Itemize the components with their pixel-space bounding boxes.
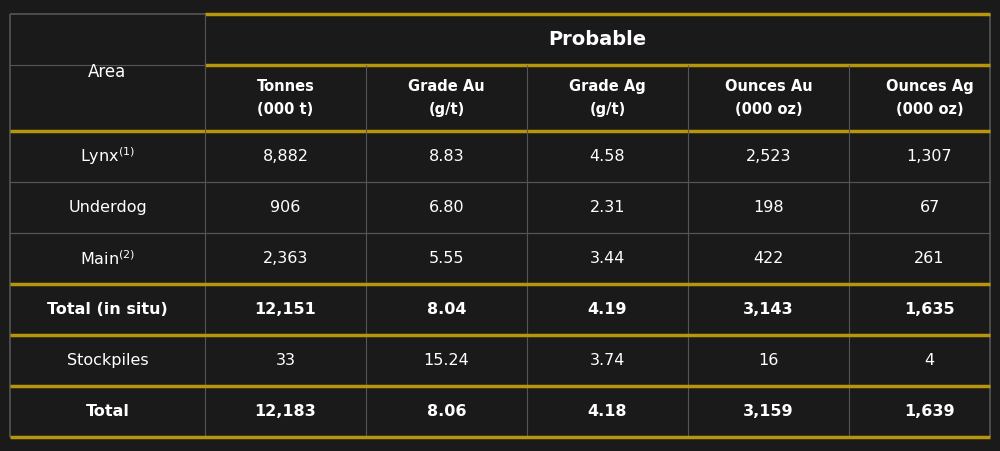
Text: Total (in situ): Total (in situ) [47,302,168,317]
Text: 3.44: 3.44 [590,251,625,266]
Text: 1,635: 1,635 [904,302,955,317]
Text: Area: Area [88,63,127,81]
Text: 8.83: 8.83 [429,149,464,164]
Text: (000 t): (000 t) [257,102,314,117]
Text: 3.74: 3.74 [590,353,625,368]
Text: 8.04: 8.04 [427,302,466,317]
Text: Ounces Ag: Ounces Ag [886,79,973,94]
Text: 4.19: 4.19 [588,302,627,317]
Text: 2.31: 2.31 [590,200,625,215]
Text: 67: 67 [919,200,940,215]
Text: Probable: Probable [548,30,647,49]
Text: 2,523: 2,523 [746,149,791,164]
Text: 1,307: 1,307 [907,149,952,164]
Text: 6.80: 6.80 [429,200,464,215]
Text: 906: 906 [270,200,301,215]
Text: Grade Au: Grade Au [408,79,485,94]
Text: 422: 422 [753,251,784,266]
Text: 2,363: 2,363 [263,251,308,266]
Text: 16: 16 [758,353,779,368]
Text: 12,183: 12,183 [255,405,316,419]
Text: (000 oz): (000 oz) [735,102,802,117]
Text: 4: 4 [924,353,935,368]
Text: 5.55: 5.55 [429,251,464,266]
Text: 3,143: 3,143 [743,302,794,317]
Text: Stockpiles: Stockpiles [67,353,148,368]
Text: 15.24: 15.24 [424,353,469,368]
Text: 3,159: 3,159 [743,405,794,419]
Text: 4.18: 4.18 [588,405,627,419]
Text: (g/t): (g/t) [589,102,626,117]
Text: Total: Total [86,405,129,419]
Text: 12,151: 12,151 [255,302,316,317]
Text: (000 oz): (000 oz) [896,102,963,117]
Text: 1,639: 1,639 [904,405,955,419]
Text: 198: 198 [753,200,784,215]
Text: Main$^{(2)}$: Main$^{(2)}$ [80,249,135,268]
Text: 4.58: 4.58 [590,149,625,164]
Text: 8,882: 8,882 [263,149,309,164]
Text: Underdog: Underdog [68,200,147,215]
Text: Tonnes: Tonnes [257,79,314,94]
Text: Ounces Au: Ounces Au [725,79,812,94]
Text: 261: 261 [914,251,945,266]
Text: Lynx$^{(1)}$: Lynx$^{(1)}$ [80,146,135,167]
Text: 8.06: 8.06 [427,405,466,419]
Text: Grade Ag: Grade Ag [569,79,646,94]
Text: 33: 33 [276,353,296,368]
Text: (g/t): (g/t) [428,102,465,117]
